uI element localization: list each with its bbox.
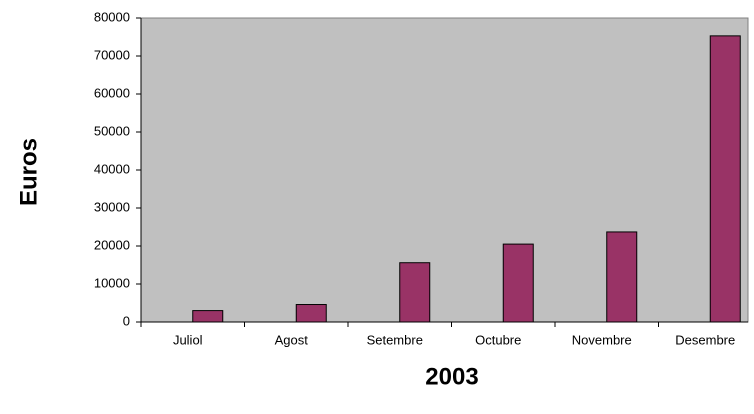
y-tick-label: 60000	[94, 85, 130, 100]
y-tick-label: 50000	[94, 123, 130, 138]
x-tick-label: Setembre	[367, 332, 423, 347]
x-tick-label: Desembre	[675, 332, 735, 347]
x-tick-label: Agost	[275, 332, 309, 347]
y-tick-label: 70000	[94, 47, 130, 62]
y-axis-title: Euros	[15, 138, 42, 206]
x-tick-label: Novembre	[572, 332, 632, 347]
bar	[295, 304, 327, 323]
bar	[502, 243, 534, 323]
x-tick-label: Octubre	[475, 332, 521, 347]
x-axis-title: 2003	[425, 363, 478, 390]
y-tick-label: 30000	[94, 199, 130, 214]
bar	[399, 262, 431, 323]
bar	[709, 35, 741, 323]
y-tick-label: 40000	[94, 161, 130, 176]
y-tick-label: 20000	[94, 237, 130, 252]
y-tick-label: 0	[123, 313, 130, 328]
plot-area	[140, 17, 749, 323]
x-tick-label: Juliol	[173, 332, 203, 347]
bar	[192, 310, 224, 323]
bar	[606, 231, 638, 323]
y-tick-label: 80000	[94, 9, 130, 24]
y-tick-label: 10000	[94, 275, 130, 290]
